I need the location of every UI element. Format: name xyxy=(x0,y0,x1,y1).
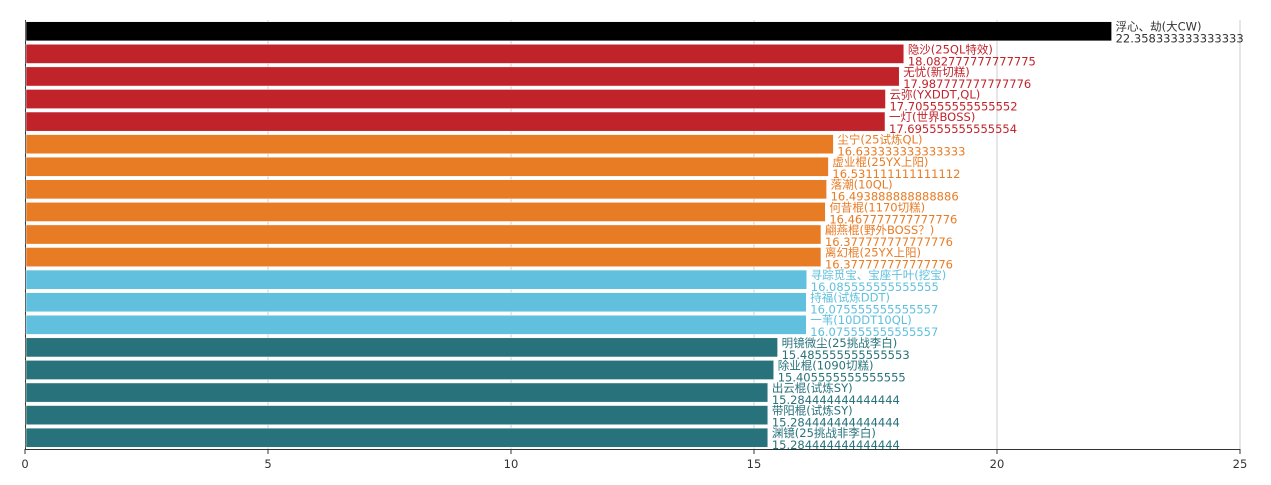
bar-category-label: 隐沙(25QL特效) xyxy=(908,42,993,56)
bar-value-label: 16.075555555555557 xyxy=(810,325,938,339)
bar xyxy=(25,66,900,87)
bar-value-label: 17.705555555555552 xyxy=(889,99,1017,113)
bar xyxy=(25,224,822,245)
bar-category-label: 明镜微尘(25挑战李白) xyxy=(782,336,898,350)
bar-category-label: 虚业棍(25YX上阳) xyxy=(832,155,928,169)
bar-category-label: 尘宁(25试炼QL) xyxy=(837,133,922,147)
bar xyxy=(25,314,807,335)
bar-value-label: 22.358333333333333 xyxy=(1116,32,1244,46)
bar-category-label: 渊镜(25挑战非李白) xyxy=(772,426,876,440)
bar xyxy=(25,337,778,358)
bar xyxy=(25,427,769,448)
bar-category-label: 离幻棍(25YX上阳) xyxy=(825,245,921,259)
bar-value-label: 15.284444444444444 xyxy=(772,416,900,430)
bar-value-label: 16.075555555555557 xyxy=(810,303,938,317)
bar-category-label: 寻踪觅宝、宝座千叶(挖宝) xyxy=(811,268,946,282)
bar-value-label: 15.284444444444444 xyxy=(772,393,900,407)
bar-value-label: 15.284444444444444 xyxy=(772,438,900,452)
bar-value-label: 16.377777777777776 xyxy=(825,257,953,271)
bar-category-label: 云弥(YXDDT,QL) xyxy=(889,87,980,101)
bar xyxy=(25,269,808,290)
bar xyxy=(25,382,769,403)
x-tick-label: 15 xyxy=(747,457,762,471)
bar-value-label: 16.531111111111112 xyxy=(832,167,960,181)
bar-category-label: 带阳棍(试炼SY) xyxy=(772,404,853,418)
bar-value-label: 18.082777777777775 xyxy=(908,54,1036,68)
bar xyxy=(25,247,822,267)
bar-value-label: 16.085555555555555 xyxy=(811,280,939,294)
x-tick-label: 5 xyxy=(264,457,271,471)
x-tick-label: 25 xyxy=(1233,457,1248,471)
bar-category-label: 何昔棍(1170切糕) xyxy=(829,200,925,214)
bar-value-label: 16.493888888888886 xyxy=(831,190,959,204)
bar-category-label: 持福(试炼DDT) xyxy=(810,291,890,305)
bar-category-label: 一灯(世界BOSS) xyxy=(889,110,975,124)
bar xyxy=(25,156,829,177)
bar-value-label: 16.377777777777776 xyxy=(825,235,953,249)
bar-value-label: 16.467777777777776 xyxy=(829,212,957,226)
bar-category-label: 一苇(10DDT10QL) xyxy=(810,313,911,327)
bar xyxy=(25,21,1112,42)
bar-category-label: 出云棍(试炼SY) xyxy=(772,381,853,395)
bar xyxy=(25,89,886,109)
bar xyxy=(25,405,769,425)
bar-value-label: 17.695555555555554 xyxy=(889,122,1017,136)
bar-value-label: 16.633333333333333 xyxy=(837,145,965,159)
bar-value-label: 15.405555555555555 xyxy=(778,370,906,384)
bar xyxy=(25,179,827,200)
bar xyxy=(25,202,826,222)
x-tick-label: 20 xyxy=(990,457,1005,471)
bar xyxy=(25,44,905,64)
bar-value-label: 15.485555555555553 xyxy=(782,348,910,362)
bar xyxy=(25,292,807,313)
bar xyxy=(25,111,886,132)
x-tick-label: 10 xyxy=(504,457,519,471)
bar-category-label: 浮心、劫(大CW) xyxy=(1116,20,1202,34)
bar xyxy=(25,134,834,155)
bar-value-label: 17.987777777777776 xyxy=(903,77,1031,91)
x-tick-label: 0 xyxy=(21,457,28,471)
bar-category-label: 除业棍(1090切糕) xyxy=(778,358,874,372)
bar xyxy=(25,360,774,380)
bar-category-label: 翩燕棍(野外BOSS？) xyxy=(825,223,934,237)
bar-category-label: 无忧(新切糕) xyxy=(903,65,969,79)
bar-category-label: 落潮(10QL) xyxy=(831,178,893,192)
